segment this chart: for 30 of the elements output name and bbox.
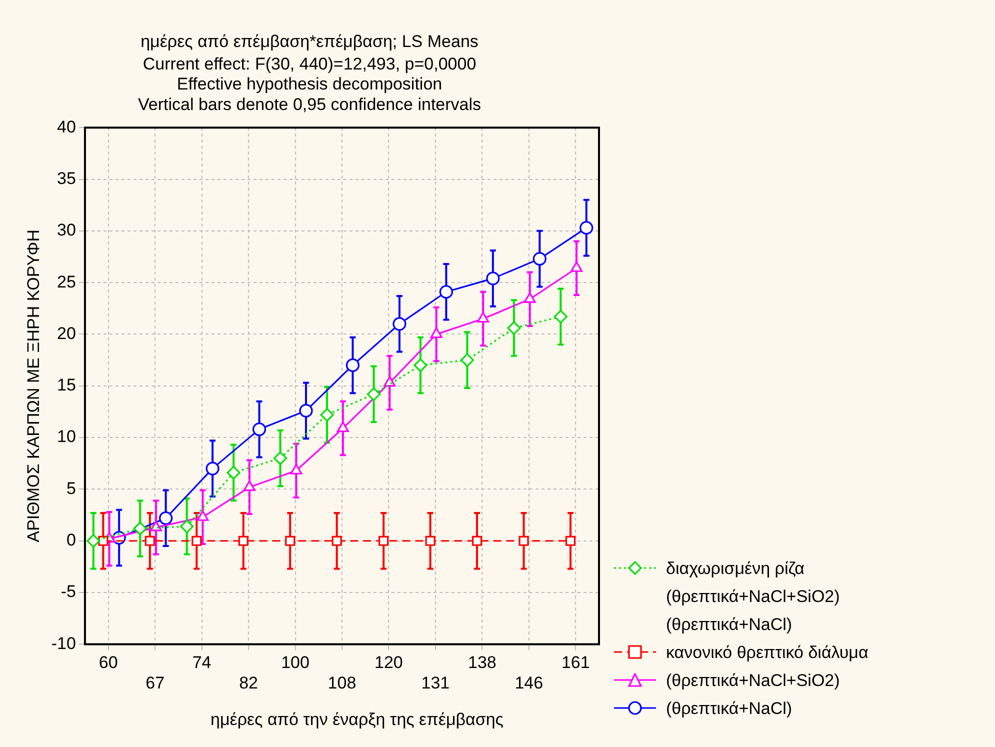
- x-tick-label: 82: [239, 673, 258, 692]
- x-tick-label: 100: [281, 653, 310, 672]
- y-tick-label: -5: [60, 582, 76, 602]
- y-tick-label: 5: [66, 478, 76, 498]
- x-tick-label: 146: [514, 673, 544, 692]
- legend-label: (θρεπτικά+NaCl): [666, 698, 792, 720]
- x-tick-label: 138: [468, 653, 496, 672]
- x-tick-label: 74: [192, 653, 212, 672]
- x-axis-title: ημέρες από την έναρξη της επέμβασης: [209, 710, 504, 730]
- y-tick-label: 25: [57, 272, 76, 292]
- x-tick-label: 120: [374, 653, 403, 672]
- y-tick-label: 30: [57, 220, 76, 240]
- legend-label: (θρεπτικά+NaCl+SiO2): [666, 670, 840, 692]
- x-tick-label: 131: [421, 673, 450, 692]
- y-tick-label: 35: [57, 168, 76, 188]
- y-tick-label: 10: [57, 427, 76, 446]
- y-tick-label: 0: [66, 530, 76, 550]
- legend-label: κανονικό θρεπτικό διάλυμα: [666, 642, 868, 664]
- y-tick-label: 20: [57, 324, 76, 343]
- chart-title: ημέρες από επέμβαση*επέμβαση; LS Means: [140, 32, 478, 51]
- chart-subtitle: Current effect: F(30, 440)=12,493, p=0,0000 Effective hypothesis decomposition Vertical bars denote 0,95 confidence intervals: [138, 54, 482, 114]
- y-axis-title: ΑΡΙΘΜΟΣ ΚΑΡΠΩΝ ΜΕ ΞΗΡΗ ΚΟΡΥΦΗ: [24, 230, 43, 542]
- x-tick-label: 161: [561, 653, 590, 672]
- x-tick-label: 108: [328, 673, 356, 692]
- y-tick-label: 40: [57, 117, 76, 136]
- x-tick-label: 67: [146, 673, 165, 692]
- x-tick-label: 60: [98, 653, 118, 672]
- y-tick-label: 15: [57, 376, 76, 395]
- legend-label: διαχωρισμένη ρίζα (θρεπτικά+NaCl+SiO2) (θρεπτικά+NaCl): [666, 558, 841, 636]
- y-tick-label: -10: [51, 634, 76, 653]
